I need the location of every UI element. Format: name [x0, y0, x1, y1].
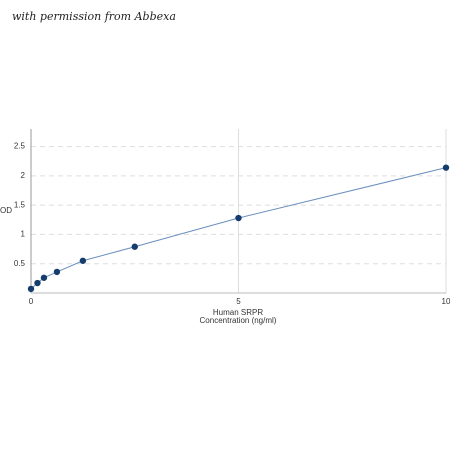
x-tick-label: 10 — [442, 297, 450, 306]
x-axis-label: Human SRPR — [213, 308, 263, 317]
x-axis-label: Concentration (ng/ml) — [200, 316, 277, 325]
y-tick-label: 1.5 — [14, 200, 26, 209]
watermark: with permission from Abbexa — [12, 10, 176, 23]
x-tick-label: 5 — [236, 297, 241, 306]
y-tick-label: 2 — [21, 171, 26, 180]
y-tick-label: 0.5 — [14, 259, 26, 268]
data-point — [79, 257, 87, 264]
data-point — [34, 279, 41, 287]
y-tick-label: 2.5 — [14, 142, 26, 151]
data-point — [442, 164, 450, 171]
data-point — [27, 285, 35, 293]
y-tick-label: 1 — [21, 230, 26, 239]
y-axis-label: OD — [0, 206, 12, 215]
data-point — [235, 214, 242, 222]
x-tick-label: 0 — [29, 297, 34, 306]
data-point — [40, 274, 48, 281]
data-point — [131, 243, 138, 250]
data-point — [53, 268, 61, 276]
